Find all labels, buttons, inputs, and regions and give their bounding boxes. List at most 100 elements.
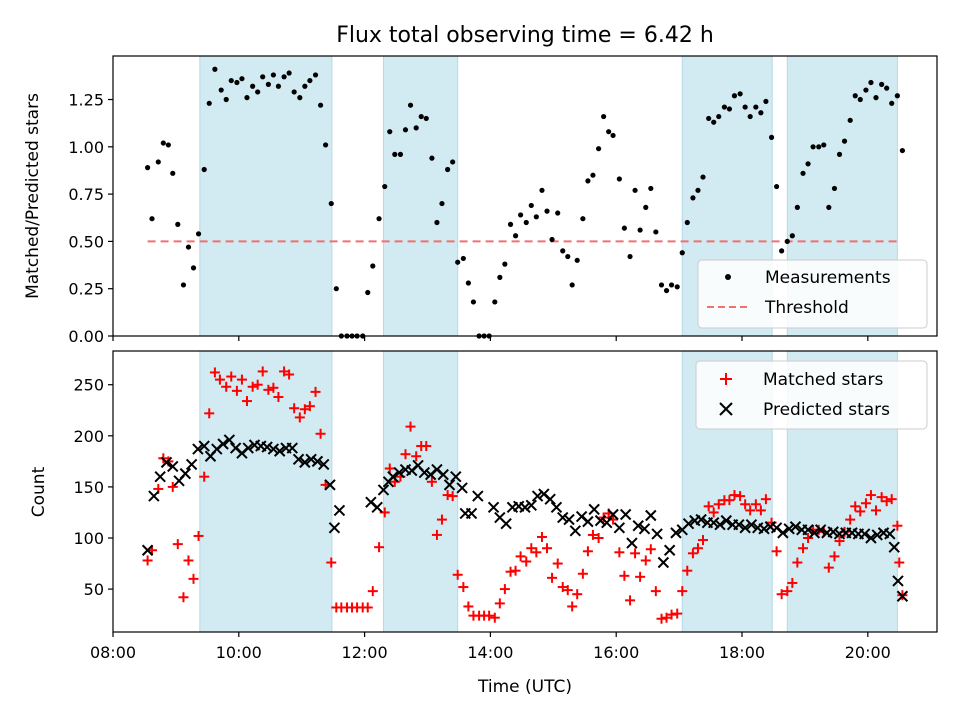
measurement-point	[544, 208, 550, 214]
x-stroke	[865, 532, 877, 544]
y-tick-label: 0.75	[68, 185, 104, 204]
matched-star-point	[304, 401, 315, 412]
predicted-star-point	[179, 467, 192, 480]
matched-star-point	[729, 490, 740, 501]
measurement-point	[621, 225, 627, 231]
x-stroke	[707, 516, 720, 529]
matched-star-point	[713, 499, 724, 510]
predicted-star-point	[582, 515, 594, 528]
measurement-point	[648, 185, 654, 192]
measurement-point	[507, 221, 514, 227]
measurement-point	[470, 299, 477, 305]
matched-star-point	[315, 428, 326, 439]
matched-star-point	[708, 507, 719, 518]
predicted-star-point	[777, 527, 789, 539]
x-stroke	[720, 514, 732, 527]
predicted-star-point	[465, 507, 478, 520]
x-stroke	[632, 520, 644, 532]
predicted-star-point	[472, 490, 484, 502]
y-tick-label: 0.50	[68, 232, 104, 251]
matched-star-point	[536, 531, 547, 542]
predicted-star-point	[563, 513, 575, 526]
predicted-star-point	[286, 442, 298, 454]
measurement-point	[307, 77, 313, 84]
y-tick-label: 100	[73, 529, 104, 548]
matched-star-point	[645, 544, 656, 555]
measurement-point	[753, 104, 759, 110]
x-stroke	[802, 524, 814, 536]
measurement-point	[155, 159, 161, 165]
matched-star-point	[400, 449, 411, 460]
matched-star-point	[724, 495, 735, 506]
measurement-point	[418, 113, 424, 120]
matched-star-point	[167, 481, 178, 492]
matched-star-point	[630, 548, 641, 559]
predicted-star-point	[318, 458, 330, 471]
predicted-star-point	[670, 527, 682, 539]
top-x-ticks	[112, 336, 869, 341]
measurement-point	[201, 166, 207, 173]
measurement-point	[674, 284, 680, 290]
measurement-point	[831, 185, 838, 192]
predicted-star-point	[311, 455, 324, 468]
matched-star-point	[860, 498, 871, 509]
predicted-star-point	[292, 453, 305, 466]
matched-star-point	[252, 379, 263, 390]
x-stroke	[563, 513, 575, 526]
legend-measurements-label: Measurements	[765, 268, 891, 288]
measurement-point	[852, 93, 858, 99]
measurement-point	[497, 274, 503, 280]
x-tick-label: 20:00	[845, 643, 891, 662]
matched-star-point	[374, 542, 385, 553]
measurement-point	[555, 210, 561, 216]
x-tick-label: 14:00	[467, 643, 513, 662]
predicted-star-point	[418, 466, 431, 479]
x-tick-label: 10:00	[216, 643, 262, 662]
predicted-star-point	[632, 520, 644, 532]
measurement-point	[616, 176, 622, 182]
matched-star-point	[692, 543, 703, 554]
matched-star-point	[593, 532, 604, 543]
measurement-point	[206, 100, 212, 106]
matched-star-point	[183, 555, 194, 566]
x-stroke	[896, 590, 909, 602]
matched-star-point	[214, 374, 225, 385]
matched-star-point	[510, 565, 521, 576]
measurement-point	[323, 142, 329, 148]
measurement-point	[517, 212, 524, 218]
predicted-star-point	[387, 470, 399, 483]
legend-predicted-label: Predicted stars	[763, 400, 890, 420]
matched-star-point	[499, 584, 510, 595]
x-stroke	[858, 528, 871, 540]
measurement-point	[439, 200, 445, 207]
measurement-point	[190, 265, 197, 271]
top-legend-box	[697, 259, 928, 329]
measurement-point	[291, 89, 297, 95]
predicted-star-point	[223, 434, 236, 446]
measurement-point	[580, 216, 586, 222]
matched-star-point	[284, 369, 295, 380]
matched-star-point	[221, 381, 232, 392]
measurement-point	[450, 159, 456, 165]
measurement-point	[387, 129, 393, 135]
matched-star-point	[798, 543, 809, 554]
top-legend: Measurements Threshold	[697, 259, 928, 329]
measurement-point	[370, 263, 376, 269]
measurement-point	[595, 146, 602, 152]
matched-star-point	[625, 595, 636, 606]
measurement-point	[195, 231, 202, 237]
measurement-point	[873, 95, 879, 101]
x-stroke	[377, 484, 390, 496]
predicted-star-point	[557, 511, 569, 524]
measurement-point	[653, 229, 659, 235]
x-stroke	[884, 528, 896, 540]
predicted-star-point	[783, 523, 795, 535]
measurement-point	[679, 250, 685, 256]
predicted-stars-points	[141, 434, 909, 602]
measurement-point	[302, 83, 308, 89]
matched-star-point	[567, 601, 578, 612]
measurement-point	[565, 253, 571, 260]
measurement-point	[328, 200, 334, 207]
measurement-point	[434, 219, 440, 226]
